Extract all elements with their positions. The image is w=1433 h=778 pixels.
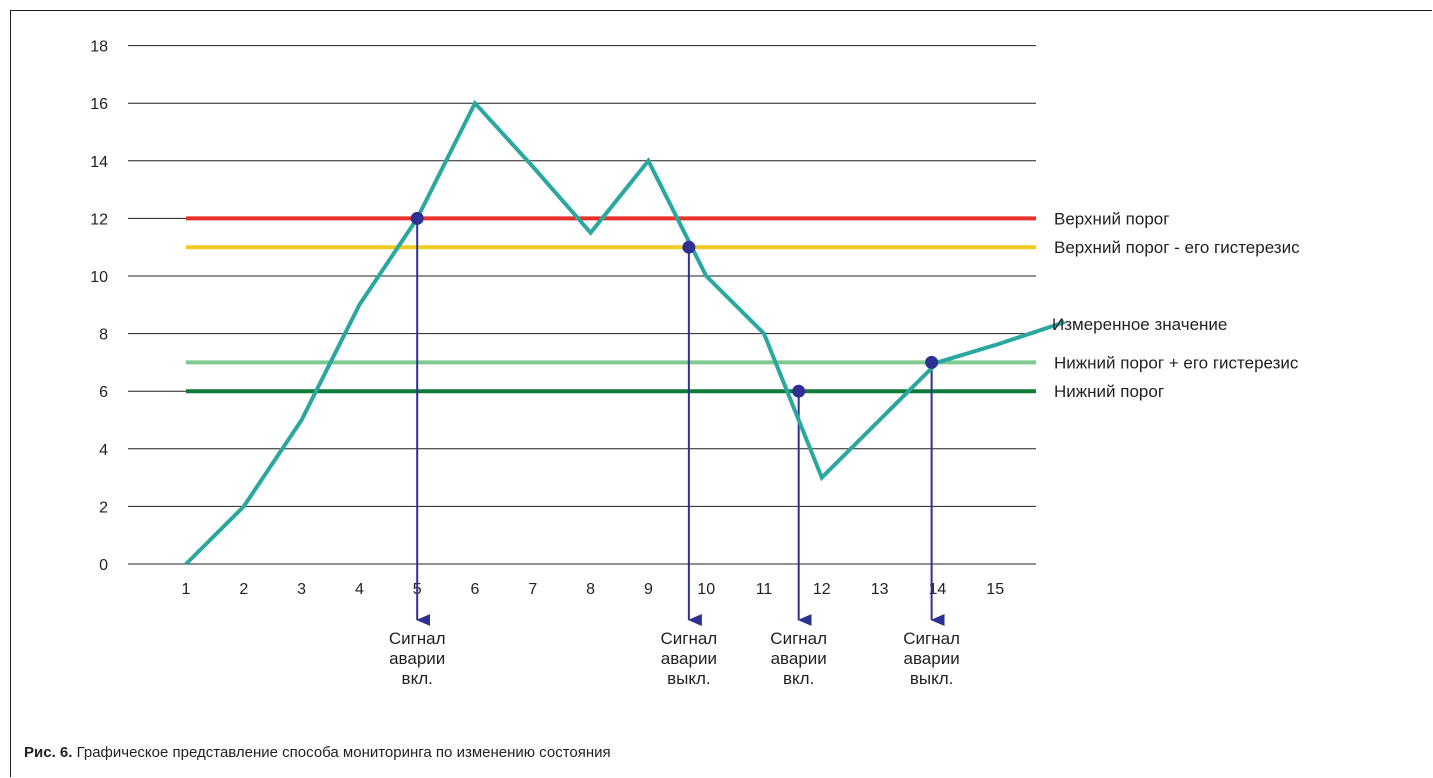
alarm-annotation-1-line-2: аварии [389,649,445,668]
y-tick-label-4: 4 [99,442,108,459]
x-tick-label-8: 8 [586,581,595,598]
alarm-marker-3 [792,384,806,398]
alarm-arrows [416,218,945,626]
alarm-marker-1 [410,211,424,225]
alarm-annotation-4-line-2: аварии [904,649,960,668]
x-tick-label-14: 14 [929,581,947,598]
y-tick-label-6: 6 [99,384,108,401]
grid-lines [128,45,1036,565]
series-label-1: Измеренное значение [1052,315,1227,334]
y-tick-label-14: 14 [90,154,108,171]
alarm-annotations: Сигнал аварии вкл.Сигнал аварии выкл.Сигнал а… [389,629,960,688]
y-tick-label-10: 10 [90,269,108,286]
alarm-markers [410,211,939,398]
x-tick-label-11: 11 [756,581,773,598]
x-tick-label-12: 12 [813,581,831,598]
alarm-annotation-3: Сигнал аварии вкл. [770,629,827,688]
figure-caption: Рис. 6. Графическое представление способ… [24,744,611,761]
alarm-annotation-3-line-2: аварии [771,649,827,668]
alarm-annotation-2-line-2: аварии [661,649,717,668]
y-tick-label-18: 18 [90,39,108,56]
threshold-label-4: Нижний порог [1054,382,1164,401]
y-tick-label-8: 8 [99,327,108,344]
alarm-annotation-3-line-3: вкл. [783,669,814,688]
x-tick-label-1: 1 [182,581,191,598]
figure-frame [10,10,1432,777]
figure-caption-text: Графическое представление способа монито… [76,744,611,761]
alarm-annotation-2-line-3: выкл. [667,669,711,688]
alarm-annotation-2-line-1: Сигнал [660,629,717,648]
alarm-annotation-4: Сигнал аварии выкл. [903,629,960,688]
series-lines [184,99,1066,566]
x-tick-label-7: 7 [528,581,537,598]
figure-caption-label: Рис. 6. [24,744,73,761]
x-tick-label-3: 3 [297,581,306,598]
y-tick-label-12: 12 [90,211,108,228]
y-tick-label-16: 16 [90,96,108,113]
alarm-annotation-4-line-1: Сигнал [903,629,960,648]
x-tick-label-6: 6 [471,581,480,598]
alarm-marker-2 [682,240,696,254]
x-tick-label-15: 15 [986,581,1004,598]
alarm-annotation-1-line-3: вкл. [402,669,433,688]
alarm-marker-4 [925,355,939,369]
threshold-lines [186,216,1036,394]
threshold-label-2: Верхний порог - его гистерезис [1054,238,1300,257]
y-tick-labels: 0 2 4 6 8 10 12 14 16 18 [90,39,108,574]
alarm-annotation-4-line-3: выкл. [910,669,954,688]
x-tick-label-4: 4 [355,581,364,598]
legend-labels: Верхний порог Верхний порог - его гистере… [1052,209,1300,401]
threshold-label-3: Нижний порог + его гистерезис [1054,353,1299,372]
x-tick-label-10: 10 [697,581,715,598]
threshold-label-1: Верхний порог [1054,209,1169,228]
x-tick-label-2: 2 [239,581,248,598]
alarm-annotation-1-line-1: Сигнал [389,629,446,648]
y-tick-label-0: 0 [99,557,108,574]
x-tick-label-13: 13 [871,581,889,598]
alarm-annotation-2: Сигнал аварии выкл. [660,629,717,688]
alarm-annotation-1: Сигнал аварии вкл. [389,629,446,688]
x-tick-labels: 123456789101112131415 [182,581,1005,598]
alarm-annotation-3-line-1: Сигнал [770,629,827,648]
y-tick-label-2: 2 [99,499,108,516]
series-line-1 [184,99,1066,566]
x-tick-label-9: 9 [644,581,653,598]
